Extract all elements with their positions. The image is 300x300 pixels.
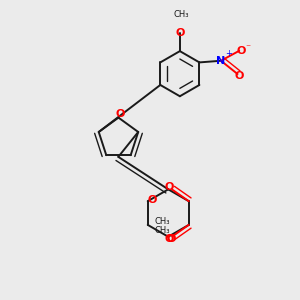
- Text: O: O: [165, 182, 174, 192]
- Text: O: O: [147, 194, 157, 205]
- Text: +: +: [225, 49, 232, 58]
- Text: CH₃: CH₃: [155, 226, 170, 236]
- Text: N: N: [216, 56, 226, 66]
- Text: O: O: [235, 71, 244, 81]
- Text: ⁻: ⁻: [245, 43, 250, 53]
- Text: O: O: [175, 28, 184, 38]
- Text: CH₃: CH₃: [155, 217, 170, 226]
- Text: O: O: [236, 46, 246, 56]
- Text: O: O: [166, 234, 176, 244]
- Text: O: O: [116, 109, 125, 118]
- Text: O: O: [165, 234, 174, 244]
- Text: CH₃: CH₃: [174, 10, 189, 19]
